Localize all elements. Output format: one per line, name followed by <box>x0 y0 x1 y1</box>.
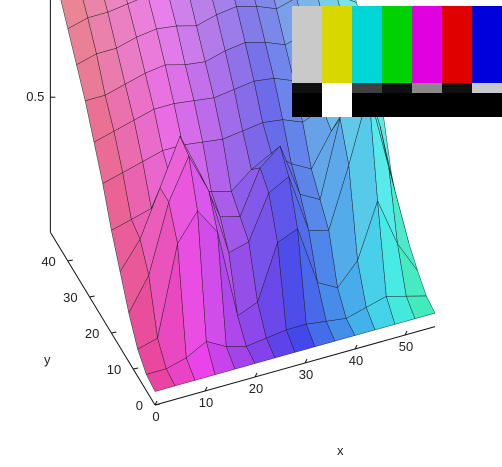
color-bar-bottom <box>352 93 383 117</box>
y-tick-label: 20 <box>85 326 99 341</box>
y-tick-mark <box>89 295 95 298</box>
y-tick-mark <box>111 331 117 334</box>
z-tick-label: 0.5 <box>26 89 44 104</box>
x-tick-label: 0 <box>152 409 159 424</box>
x-tick-mark <box>304 358 308 364</box>
y-tick-label: 40 <box>41 254 55 269</box>
color-bar-top <box>292 6 323 83</box>
x-tick-label: 40 <box>349 353 363 368</box>
y-tick-label: 0 <box>136 398 143 413</box>
y-tick-mark <box>154 403 161 406</box>
color-bar-bottom <box>322 93 353 117</box>
x-tick-label: 20 <box>249 381 263 396</box>
color-bar-top <box>352 6 383 83</box>
color-bar-bottom <box>472 93 502 117</box>
color-bar-bottom <box>412 93 443 117</box>
tick-labels: 0.5101020304050010203040 <box>26 89 413 424</box>
y-tick-mark <box>67 259 73 262</box>
x-tick-mark <box>354 344 358 350</box>
color-bar-middle <box>442 83 473 93</box>
x-tick-mark <box>404 330 408 336</box>
color-bar-middle <box>322 83 353 93</box>
x-tick-mark <box>254 372 258 378</box>
color-bar-bottom <box>442 93 473 117</box>
x-tick-mark <box>154 400 158 406</box>
x-axis-label: x <box>337 443 344 458</box>
color-bar-top <box>472 6 502 83</box>
x-tick-label: 30 <box>299 367 313 382</box>
y-tick-label: 10 <box>107 362 121 377</box>
surface-patch <box>406 295 436 319</box>
y-tick-label: 30 <box>63 290 77 305</box>
color-bar-middle <box>292 83 323 93</box>
color-bar-image <box>292 6 502 117</box>
color-bar-bottom <box>382 93 413 117</box>
y-axis-label: y <box>44 352 51 367</box>
color-bar-top <box>322 6 353 83</box>
color-bar-middle <box>382 83 413 93</box>
color-bar-top <box>412 6 443 83</box>
color-bar-bottom <box>292 93 323 117</box>
axes <box>49 0 436 406</box>
color-bar-top <box>442 6 473 83</box>
color-bar-top <box>382 6 413 83</box>
y-tick-mark <box>133 367 139 370</box>
x-tick-label: 10 <box>199 395 213 410</box>
color-bar-middle <box>352 83 383 93</box>
x-tick-label: 50 <box>399 339 413 354</box>
color-bar-middle <box>472 83 502 93</box>
x-axis-line <box>154 326 436 406</box>
x-tick-mark <box>204 386 208 392</box>
color-bar-middle <box>412 83 443 93</box>
